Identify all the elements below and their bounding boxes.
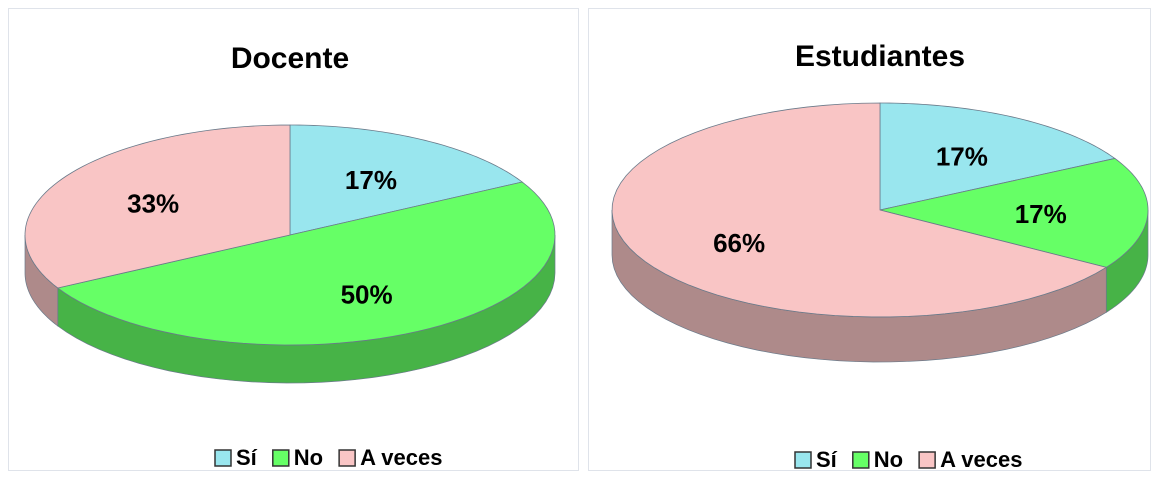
data-label: 17% [1015,199,1067,229]
legend-label: No [294,445,323,470]
legend-swatch [852,451,870,469]
slice [879,158,1149,268]
legend-swatch [338,449,356,467]
data-label: 17% [345,165,397,195]
legend-label: A veces [940,447,1022,472]
legend-label: Sí [236,445,258,470]
data-label: 50% [341,280,393,310]
data-label: 66% [713,228,765,258]
legend-label: A veces [360,445,442,470]
data-label: 17% [936,142,988,172]
data-label: 33% [127,188,179,218]
chart-title: Docente [231,42,349,75]
slice [611,102,1108,318]
legend-label: Sí [816,447,838,472]
slice [879,102,1116,211]
chart-title: Estudiantes [795,40,965,73]
slice [24,124,291,289]
slice [289,124,524,236]
slice [56,181,556,346]
legend-swatch [272,449,290,467]
legend-label: No [874,447,903,472]
legend-swatch [794,451,812,469]
legend-swatch [918,451,936,469]
legend-swatch [214,449,232,467]
